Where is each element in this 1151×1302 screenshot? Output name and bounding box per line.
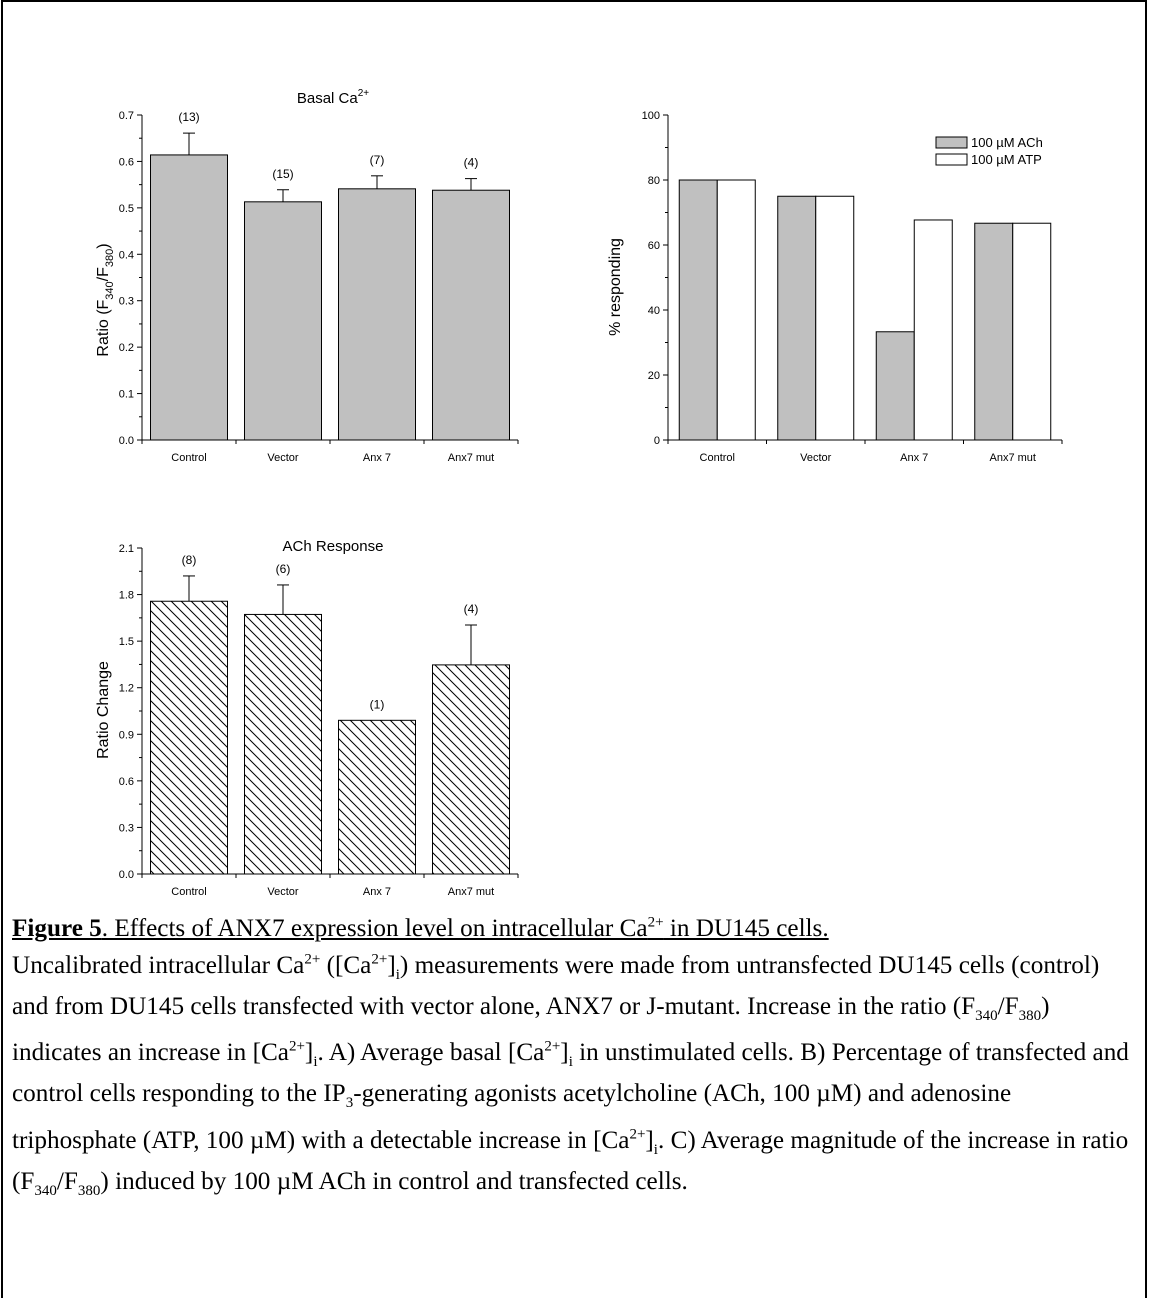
x-tick-label: Control	[700, 452, 735, 464]
x-tick-label: Anx7 mut	[990, 452, 1036, 464]
x-tick-label: Control	[171, 452, 206, 464]
x-tick-label: Anx7 mut	[448, 886, 494, 898]
chart-b-ylabel: % responding	[607, 238, 624, 336]
x-tick-label: Control	[171, 886, 206, 898]
chart-percent-responding: % responding 100 µM ACh 100 µM ATP 0 20 40…	[607, 110, 1063, 464]
bar	[815, 195, 855, 441]
bar	[678, 179, 718, 441]
caption-title: Figure 5. Effects of ANX7 expression lev…	[12, 915, 829, 943]
y-tick-label: 0.4	[119, 249, 134, 261]
y-tick-label: 0.6	[119, 776, 134, 788]
y-tick-label: 0.2	[119, 342, 134, 354]
y-tick-label: 100	[642, 110, 660, 122]
y-tick-label: 0.0	[119, 869, 134, 881]
y-tick-label: 80	[648, 175, 660, 187]
legend-label-atp: 100 µM ATP	[971, 152, 1042, 167]
chart-ach-response: ACh Response Ratio Change 0.0 0.3 0.6 0.9 1.…	[95, 538, 519, 898]
data-label: (13)	[178, 110, 199, 124]
y-tick-label: 0.1	[119, 389, 134, 401]
x-tick-label: Anx7 mut	[448, 452, 494, 464]
data-label: (15)	[272, 167, 293, 181]
data-label: (4)	[464, 156, 479, 170]
y-tick-label: 0.9	[119, 729, 134, 741]
bar	[432, 189, 510, 441]
bar	[432, 664, 510, 875]
bar	[150, 600, 228, 875]
x-tick-label: Vector	[267, 886, 299, 898]
y-tick-label: 1.2	[119, 683, 134, 695]
chart-a-title: Basal Ca2+	[297, 88, 369, 107]
y-tick-label: 0.6	[119, 156, 134, 168]
data-label: (8)	[182, 553, 197, 567]
bar	[913, 219, 953, 441]
y-tick-label: 40	[648, 305, 660, 317]
y-tick-label: 2.1	[119, 543, 134, 555]
bar	[875, 331, 915, 441]
y-tick-label: 1.5	[119, 636, 134, 648]
data-label: (6)	[276, 562, 291, 576]
bar	[338, 719, 416, 875]
data-label: (7)	[370, 153, 385, 167]
y-tick-label: 0.3	[119, 296, 134, 308]
x-tick-label: Anx 7	[900, 452, 928, 464]
data-label: (1)	[370, 697, 385, 711]
legend: 100 µM ACh 100 µM ATP	[935, 135, 1043, 167]
bar	[716, 179, 756, 441]
bar	[777, 195, 817, 441]
x-tick-label: Anx 7	[363, 452, 391, 464]
legend-swatch-atp	[935, 153, 968, 166]
y-tick-label: 0.5	[119, 203, 134, 215]
data-label: (4)	[464, 602, 479, 616]
bar	[338, 188, 416, 441]
y-tick-label: 60	[648, 240, 660, 252]
bar	[1012, 222, 1052, 441]
legend-label-ach: 100 µM ACh	[971, 135, 1043, 150]
legend-swatch-ach	[935, 136, 968, 149]
y-tick-label: 0.0	[119, 435, 134, 447]
y-tick-label: 20	[648, 370, 660, 382]
bar	[150, 154, 228, 441]
x-tick-label: Vector	[267, 452, 299, 464]
y-tick-label: 0.7	[119, 110, 134, 122]
y-tick-label: 0.3	[119, 822, 134, 834]
bar	[244, 613, 322, 875]
x-tick-label: Anx 7	[363, 886, 391, 898]
y-tick-label: 1.8	[119, 590, 134, 602]
x-tick-label: Vector	[800, 452, 832, 464]
chart-c-title: ACh Response	[283, 538, 384, 555]
bar	[974, 222, 1014, 441]
chart-a-ylabel: Ratio (F340/F380)	[95, 243, 116, 356]
y-tick-label: 0	[654, 435, 660, 447]
chart-basal-ca: Basal Ca2+ Ratio (F340/F380) 0.0 0.1 0.2 0.…	[95, 88, 519, 464]
bar	[244, 201, 322, 441]
chart-c-ylabel: Ratio Change	[95, 661, 112, 759]
caption-body: Uncalibrated intracellular Ca2+ ([Ca2+]i…	[12, 951, 1129, 1199]
figure-caption: Figure 5. Effects of ANX7 expression lev…	[12, 908, 1138, 1207]
